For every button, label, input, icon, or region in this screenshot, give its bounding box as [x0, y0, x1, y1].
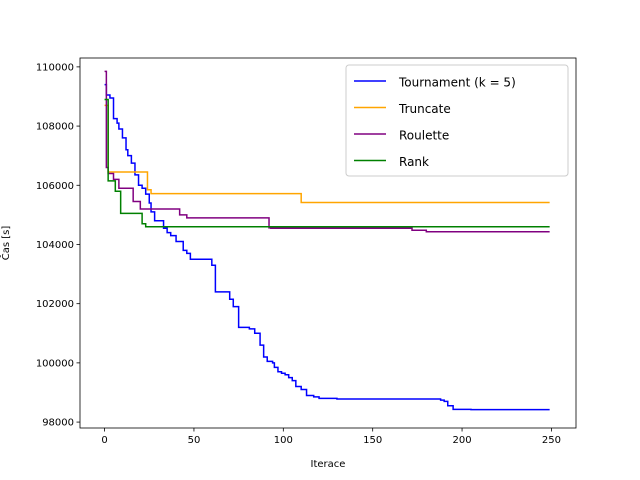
- x-tick-label: 50: [188, 435, 201, 446]
- x-tick-label: 250: [542, 435, 561, 446]
- y-tick-label: 102000: [36, 299, 74, 310]
- y-axis: 98000 100000 102000 104000 106000 108000 11000…: [36, 62, 80, 429]
- y-tick-label: 108000: [36, 122, 74, 133]
- series-line-3: [104, 98, 550, 228]
- y-tick-label: 100000: [36, 358, 74, 369]
- y-tick-label: 104000: [36, 240, 74, 251]
- legend-label: Roulette: [399, 129, 449, 143]
- y-tick-label: 110000: [36, 62, 74, 73]
- legend: Tournament (k = 5) Truncate Roulette Rank: [345, 64, 569, 177]
- x-axis: 0 50 100 150 200 250: [101, 428, 561, 446]
- legend-box: [345, 64, 569, 177]
- legend-label: Tournament (k = 5): [398, 76, 516, 90]
- x-axis-label: Iterace: [311, 459, 346, 470]
- x-tick-label: 200: [453, 435, 472, 446]
- legend-label: Truncate: [398, 102, 451, 116]
- plot-frame: [79, 57, 577, 429]
- plot-lines: [104, 70, 550, 411]
- series-line-2: [104, 70, 550, 233]
- y-axis-label: Čas [s]: [0, 226, 12, 261]
- series-line-0: [104, 83, 550, 411]
- y-tick-label: 98000: [42, 418, 74, 429]
- x-tick-label: 0: [101, 435, 107, 446]
- x-tick-label: 150: [363, 435, 382, 446]
- x-tick-label: 100: [274, 435, 293, 446]
- y-tick-label: 106000: [36, 181, 74, 192]
- legend-label: Rank: [399, 155, 429, 169]
